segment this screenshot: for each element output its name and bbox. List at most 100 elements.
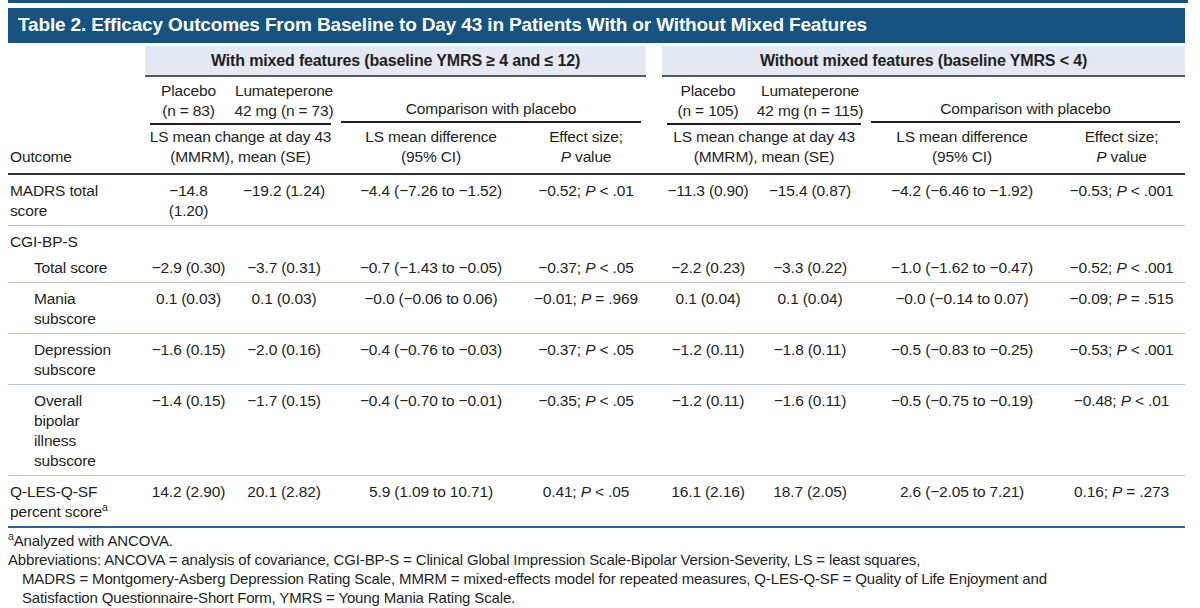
- table-cell: −15.4 (0.87): [754, 174, 866, 226]
- column-header-lumateperone-right: Lumateperone 42 mg (n = 115): [754, 76, 866, 123]
- footnote-abbreviations: Abbreviations: ANCOVA = analysis of cova…: [8, 550, 1185, 607]
- table-cell: 0.41; P < .05: [526, 476, 646, 528]
- row-label: Q-LES-Q-SF percent scorea: [8, 476, 145, 528]
- table-cell: −1.2 (0.11): [662, 385, 754, 476]
- table-cell: 0.16; P = .273: [1058, 476, 1185, 528]
- table-cell: −0.37; P < .05: [526, 334, 646, 385]
- table-cell: 5.9 (1.09 to 10.71): [336, 476, 526, 528]
- table-cell: 16.1 (2.16): [662, 476, 754, 528]
- section-label: CGI-BP-S: [8, 226, 1185, 253]
- column-header-ls-difference-left: LS mean difference (95% CI): [336, 123, 526, 174]
- table-cell: −1.4 (0.15): [145, 385, 232, 476]
- row-label: Mania subscore: [8, 283, 145, 334]
- table-cell: 0.1 (0.03): [145, 283, 232, 334]
- table-cell: −0.5 (−0.83 to −0.25): [866, 334, 1058, 385]
- table-title: Table 2. Efficacy Outcomes From Baseline…: [8, 8, 1185, 43]
- table-cell-gap: [646, 476, 662, 528]
- table-row: Total score −2.9 (0.30) −3.7 (0.31) −0.7…: [8, 252, 1185, 283]
- table-cell: −11.3 (0.90): [662, 174, 754, 226]
- table-row: Mania subscore 0.1 (0.03) 0.1 (0.03) −0.…: [8, 283, 1185, 334]
- column-header-lumateperone-left: Lumateperone 42 mg (n = 73): [232, 76, 336, 123]
- table-cell: −0.0 (−0.06 to 0.06): [336, 283, 526, 334]
- table-cell: −3.7 (0.31): [232, 252, 336, 283]
- table-cell: −1.7 (0.15): [232, 385, 336, 476]
- table-cell: −19.2 (1.24): [232, 174, 336, 226]
- group-gap: [646, 46, 662, 76]
- table-cell: −1.6 (0.15): [145, 334, 232, 385]
- column-header-outcome: Outcome: [8, 76, 145, 174]
- table-cell: 0.1 (0.04): [754, 283, 866, 334]
- table-cell: −0.52; P < .001: [1058, 252, 1185, 283]
- table-cell-gap: [646, 283, 662, 334]
- table-row: Q-LES-Q-SF percent scorea 14.2 (2.90) 20…: [8, 476, 1185, 528]
- table-cell: −4.2 (−6.46 to −1.92): [866, 174, 1058, 226]
- table-cell: −14.8 (1.20): [145, 174, 232, 226]
- table-cell: −0.01; P = .969: [526, 283, 646, 334]
- footnotes: aAnalyzed with ANCOVA. Abbreviations: AN…: [8, 531, 1185, 607]
- column-header-placebo-left: Placebo (n = 83): [145, 76, 232, 123]
- table-cell: −1.2 (0.11): [662, 334, 754, 385]
- footnote-ancova: aAnalyzed with ANCOVA.: [8, 531, 1185, 550]
- group-header-row: With mixed features (baseline YMRS ≥ 4 a…: [8, 46, 1185, 76]
- table-cell: −0.48; P < .01: [1058, 385, 1185, 476]
- table-cell: 0.1 (0.03): [232, 283, 336, 334]
- table-row: MADRS total score −14.8 (1.20) −19.2 (1.…: [8, 174, 1185, 226]
- measure-header-row: LS mean change at day 43 (MMRM), mean (S…: [8, 123, 1185, 174]
- table-cell: −2.2 (0.23): [662, 252, 754, 283]
- column-gap: [646, 76, 662, 174]
- table-cell: −0.53; P < .001: [1058, 334, 1185, 385]
- table-section-row: CGI-BP-S: [8, 226, 1185, 253]
- column-header-ls-change-left: LS mean change at day 43 (MMRM), mean (S…: [145, 123, 336, 174]
- table-cell: −0.37; P < .05: [526, 252, 646, 283]
- table-cell: 14.2 (2.90): [145, 476, 232, 528]
- top-rule: [8, 0, 1188, 3]
- column-header-placebo-right: Placebo (n = 105): [662, 76, 754, 123]
- footnote-abbrev-line: Abbreviations: ANCOVA = analysis of cova…: [8, 550, 1185, 569]
- group-header-without-mixed: Without mixed features (baseline YMRS < …: [662, 46, 1185, 76]
- table-cell: −4.4 (−7.26 to −1.52): [336, 174, 526, 226]
- table-cell: −0.09; P = .515: [1058, 283, 1185, 334]
- table-figure: Table 2. Efficacy Outcomes From Baseline…: [0, 0, 1200, 608]
- table-cell-gap: [646, 252, 662, 283]
- arm-header-row: Outcome Placebo (n = 83) Lumateperone 42…: [8, 76, 1185, 123]
- efficacy-table: With mixed features (baseline YMRS ≥ 4 a…: [8, 46, 1185, 528]
- column-header-comparison-right: Comparison with placebo: [866, 76, 1185, 123]
- table-cell-gap: [646, 174, 662, 226]
- table-cell: −0.35; P < .05: [526, 385, 646, 476]
- column-header-ls-change-right: LS mean change at day 43 (MMRM), mean (S…: [662, 123, 866, 174]
- table-row: Overall bipolar illness subscore −1.4 (0…: [8, 385, 1185, 476]
- footnote-abbrev-line: MADRS = Montgomery-Asberg Depression Rat…: [8, 569, 1185, 588]
- table-cell: −0.7 (−1.43 to −0.05): [336, 252, 526, 283]
- column-header-comparison-left: Comparison with placebo: [336, 76, 646, 123]
- row-label: MADRS total score: [8, 174, 145, 226]
- row-label: Depression subscore: [8, 334, 145, 385]
- table-cell: −0.53; P < .001: [1058, 174, 1185, 226]
- table-cell: −3.3 (0.22): [754, 252, 866, 283]
- table-cell: 0.1 (0.04): [662, 283, 754, 334]
- table-cell: −0.4 (−0.76 to −0.03): [336, 334, 526, 385]
- table-cell: −2.0 (0.16): [232, 334, 336, 385]
- table-cell: −0.0 (−0.14 to 0.07): [866, 283, 1058, 334]
- group-header-with-mixed: With mixed features (baseline YMRS ≥ 4 a…: [145, 46, 646, 76]
- group-header-spacer: [8, 46, 145, 76]
- table-cell: −0.52; P < .01: [526, 174, 646, 226]
- table-cell-gap: [646, 334, 662, 385]
- table-cell: −0.4 (−0.70 to −0.01): [336, 385, 526, 476]
- footnote-marker: a: [102, 501, 108, 513]
- column-header-ls-difference-right: LS mean difference (95% CI): [866, 123, 1058, 174]
- table-cell: −1.6 (0.11): [754, 385, 866, 476]
- footnote-abbrev-line: Satisfaction Questionnaire-Short Form, Y…: [8, 588, 1185, 607]
- column-header-effect-size-left: Effect size; P value: [526, 123, 646, 174]
- column-header-effect-size-right: Effect size; P value: [1058, 123, 1185, 174]
- table-cell: 18.7 (2.05): [754, 476, 866, 528]
- table-cell-gap: [646, 385, 662, 476]
- table-row: Depression subscore −1.6 (0.15) −2.0 (0.…: [8, 334, 1185, 385]
- table-cell: −0.5 (−0.75 to −0.19): [866, 385, 1058, 476]
- table-cell: −2.9 (0.30): [145, 252, 232, 283]
- table-cell: 20.1 (2.82): [232, 476, 336, 528]
- table-cell: −1.8 (0.11): [754, 334, 866, 385]
- row-label: Total score: [8, 252, 145, 283]
- row-label: Overall bipolar illness subscore: [8, 385, 145, 476]
- table-cell: 2.6 (−2.05 to 7.21): [866, 476, 1058, 528]
- table-cell: −1.0 (−1.62 to −0.47): [866, 252, 1058, 283]
